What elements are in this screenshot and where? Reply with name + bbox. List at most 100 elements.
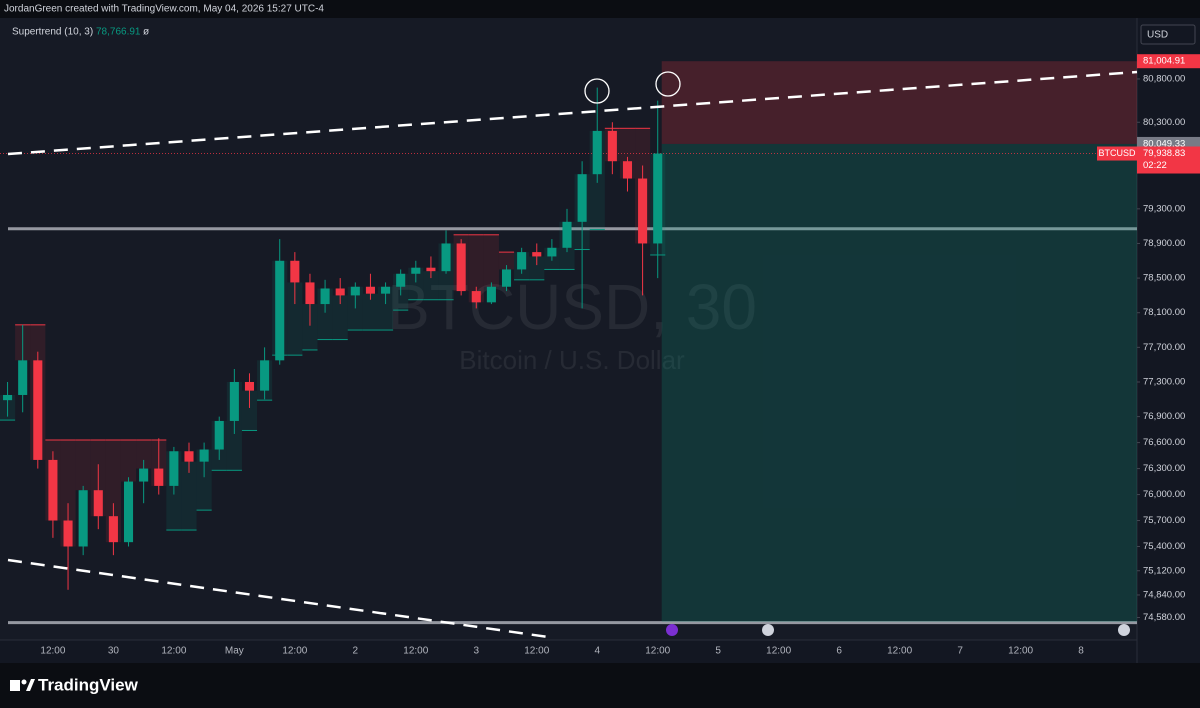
y-tick-label: 74,580.00 [1143, 612, 1185, 623]
header-credit: JordanGreen created with TradingView.com… [4, 4, 324, 15]
event-icon[interactable] [666, 624, 678, 636]
candle-body [290, 260, 300, 283]
indicator-label: Supertrend (10, 3) [12, 27, 93, 38]
y-tick-label: 78,900.00 [1143, 238, 1185, 249]
watermark-symbol: BTCUSD, 30 [387, 271, 757, 343]
target-zone [661, 143, 1137, 622]
candle-body [244, 381, 255, 391]
last-price-label: 79,938.83 [1143, 148, 1185, 159]
y-tick-label: 80,800.00 [1143, 73, 1185, 84]
candle-body [456, 243, 466, 292]
candle-body [33, 360, 43, 460]
x-tick-label: May [225, 646, 244, 657]
y-tick-label: 76,600.00 [1143, 437, 1185, 448]
candle-body [169, 451, 179, 486]
supertrend-fill [529, 256, 545, 280]
brand: TradingView [38, 675, 139, 694]
logo-shape [10, 680, 20, 691]
candle-body [123, 481, 134, 543]
candle-body [547, 247, 557, 257]
currency-button[interactable] [1140, 24, 1196, 45]
y-tick-label: 79,300.00 [1143, 203, 1185, 214]
event-icon[interactable] [762, 624, 774, 636]
event-icon[interactable] [1118, 624, 1130, 636]
supertrend-fill [60, 439, 76, 547]
supertrend-fill [408, 267, 424, 300]
x-tick-label: 12:00 [403, 646, 428, 657]
candle-body [229, 381, 239, 421]
candle-body [592, 130, 602, 175]
supertrend-fill [302, 304, 318, 350]
supertrend-fill [75, 439, 91, 491]
candle-body [607, 130, 617, 162]
highlight-circle [655, 71, 681, 97]
stop-label: 81,004.91 [1143, 56, 1185, 67]
candle-body [517, 252, 527, 270]
entry-label: 80,049.33 [1143, 138, 1185, 149]
candle-body [577, 174, 587, 222]
y-tick-label: 77,300.00 [1143, 377, 1185, 388]
supertrend-fill [241, 390, 258, 431]
candle-body [411, 267, 421, 274]
y-tick-label: 80,300.00 [1143, 117, 1185, 128]
x-tick-label: 8 [1078, 646, 1084, 657]
x-tick-label: 12:00 [161, 646, 186, 657]
x-tick-label: 12:00 [524, 646, 549, 657]
indicator-value: 78,766.91 [96, 27, 141, 38]
x-tick-label: 12:00 [645, 646, 670, 657]
x-tick-label: 3 [473, 646, 479, 657]
indicator-icon: ø [143, 27, 149, 38]
candle-body [214, 420, 224, 450]
y-tick-label: 75,700.00 [1143, 515, 1185, 526]
logo-shape [26, 679, 35, 691]
supertrend-fill [332, 295, 348, 340]
candle-body [260, 360, 270, 391]
watermark: BTCUSD, 30 Bitcoin / U.S. Dollar [387, 271, 757, 375]
supertrend-fill [181, 461, 197, 531]
highlight-circle [584, 78, 610, 104]
y-tick-label: 78,100.00 [1143, 307, 1185, 318]
x-tick-label: 5 [715, 646, 721, 657]
candle-body [275, 260, 285, 361]
candle-body [184, 451, 194, 462]
candle-body [18, 360, 28, 395]
candle-body [335, 288, 345, 296]
candle-body [396, 273, 406, 287]
supertrend-fill [136, 439, 152, 469]
supertrend-fill [423, 271, 439, 300]
trendline [7, 70, 1138, 156]
candle-body [471, 291, 481, 303]
x-tick-label: 7 [957, 646, 963, 657]
candle-body [350, 286, 360, 296]
x-tick-label: 4 [594, 646, 600, 657]
currency[interactable]: USD [1147, 30, 1168, 41]
candle-body [108, 516, 118, 543]
candle-body [154, 468, 164, 486]
candle-body [653, 153, 663, 244]
y-tick-label: 77,700.00 [1143, 342, 1185, 353]
candle-body [638, 178, 648, 244]
price-axis [1137, 18, 1200, 663]
supertrend-fill [287, 282, 303, 356]
candle-body [622, 161, 633, 179]
supertrend-fill [498, 252, 515, 270]
candle-body [562, 221, 572, 248]
y-tick-label: 75,400.00 [1143, 541, 1185, 552]
candle-body [501, 269, 512, 287]
x-tick-label: 12:00 [887, 646, 912, 657]
candle-body [381, 286, 391, 294]
candle-body [48, 459, 58, 521]
x-tick-label: 12:00 [1008, 646, 1033, 657]
time-axis [0, 640, 1137, 663]
supertrend-fill [120, 439, 137, 482]
symbol-tag-bg [1097, 146, 1137, 161]
x-tick-label: 2 [353, 646, 359, 657]
supertrend-fill [468, 234, 484, 303]
x-tick-label: 12:00 [766, 646, 791, 657]
y-tick-label: 78,500.00 [1143, 273, 1185, 284]
watermark-description: Bitcoin / U.S. Dollar [459, 345, 685, 375]
stop-zone [661, 61, 1137, 144]
candle-body [426, 267, 436, 272]
symbol-tag: BTCUSD [1098, 148, 1136, 158]
